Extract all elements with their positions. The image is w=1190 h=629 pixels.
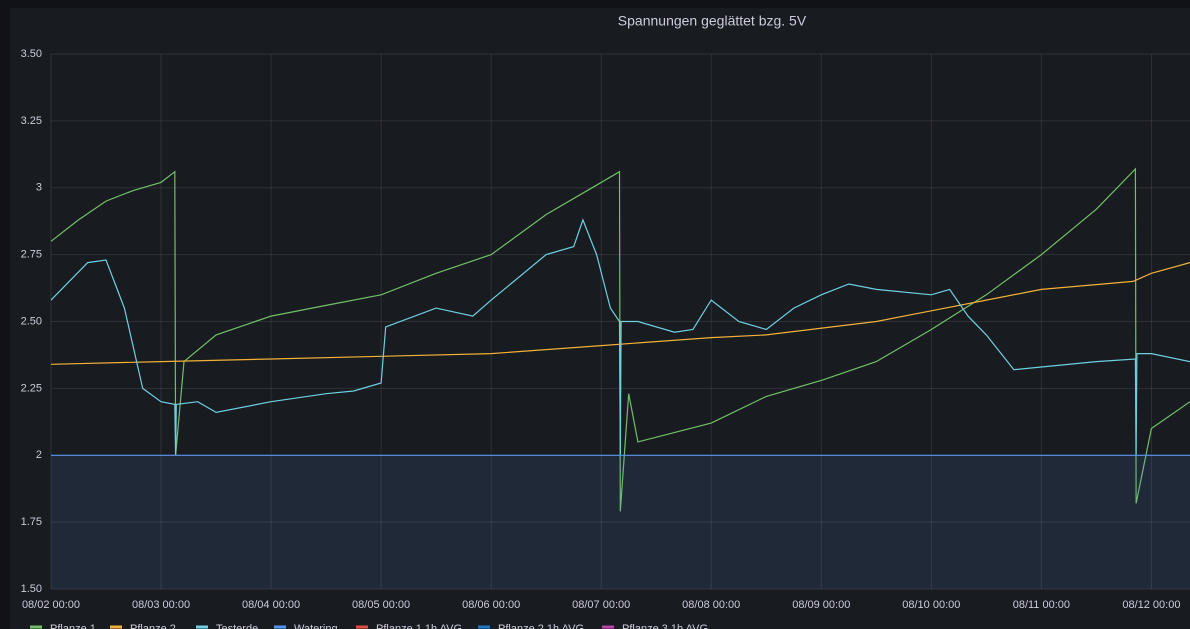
y-tick-label: 2.25 bbox=[21, 382, 42, 394]
x-tick-label: 08/07 00:00 bbox=[572, 599, 630, 611]
series-line bbox=[50, 218, 1190, 456]
y-tick-label: 2.50 bbox=[21, 315, 42, 327]
x-tick-label: 08/02 00:00 bbox=[22, 599, 80, 611]
x-tick-label: 08/09 00:00 bbox=[792, 599, 850, 611]
y-tick-label: 3.50 bbox=[21, 48, 42, 60]
x-tick-label: 08/10 00:00 bbox=[902, 599, 960, 611]
x-tick-label: 08/05 00:00 bbox=[352, 599, 410, 611]
legend-label[interactable]: Pflanze 1 1h AVG bbox=[376, 623, 462, 629]
x-tick-label: 08/08 00:00 bbox=[682, 599, 740, 611]
y-tick-label: 3.25 bbox=[21, 115, 42, 127]
x-tick-label: 08/12 00:00 bbox=[1122, 599, 1180, 611]
legend-label[interactable]: Pflanze 1 bbox=[50, 623, 96, 629]
panel-title: Spannungen geglättet bzg. 5V bbox=[618, 13, 807, 29]
area-fill bbox=[51, 455, 1190, 589]
series-line bbox=[50, 262, 1190, 365]
series-line bbox=[50, 167, 1190, 512]
x-tick-label: 08/03 00:00 bbox=[132, 599, 190, 611]
x-tick-label: 08/06 00:00 bbox=[462, 599, 520, 611]
x-tick-label: 08/04 00:00 bbox=[242, 599, 300, 611]
y-tick-label: 1.50 bbox=[21, 583, 42, 595]
y-tick-label: 2.75 bbox=[21, 249, 42, 261]
x-tick-label: 08/11 00:00 bbox=[1013, 599, 1070, 611]
legend-label[interactable]: Watering bbox=[294, 623, 338, 629]
panel-bg bbox=[10, 8, 1190, 629]
legend-label[interactable]: Pflanze 2 1h AVG bbox=[498, 623, 584, 629]
y-tick-label: 2 bbox=[36, 449, 42, 461]
y-tick-label: 3 bbox=[36, 182, 42, 194]
y-tick-label: 1.75 bbox=[21, 516, 42, 528]
legend-label[interactable]: Testerde bbox=[216, 623, 258, 629]
legend-label[interactable]: Pflanze 3 1h AVG bbox=[622, 623, 708, 629]
legend-label[interactable]: Pflanze 2 bbox=[130, 623, 176, 629]
